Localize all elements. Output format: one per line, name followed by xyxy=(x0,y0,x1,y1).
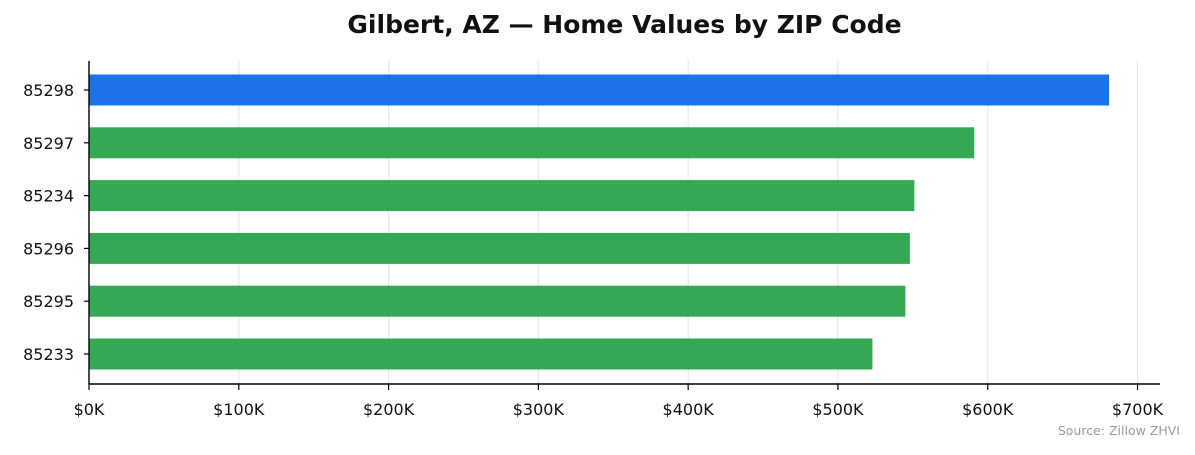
x-tick-label-6: $600K xyxy=(962,400,1014,419)
bar-85296 xyxy=(89,232,910,264)
y-tick-label-85297: 85297 xyxy=(23,134,74,153)
bar-85233 xyxy=(89,338,873,370)
x-tick-label-3: $300K xyxy=(513,400,565,419)
bar-85297 xyxy=(89,127,975,159)
chart-title: Gilbert, AZ — Home Values by ZIP Code xyxy=(347,10,902,39)
bar-85295 xyxy=(89,285,906,317)
x-tick-label-1: $100K xyxy=(213,400,265,419)
bar-85298 xyxy=(89,74,1110,106)
x-tick-label-2: $200K xyxy=(363,400,415,419)
axes: 85298 85297 85234 85296 85295 85233 $0K $100K $2… xyxy=(23,61,1164,419)
y-tick-label-85295: 85295 xyxy=(23,292,74,311)
x-tick-label-0: $0K xyxy=(74,400,105,419)
y-tick-label-85233: 85233 xyxy=(23,345,74,364)
bars xyxy=(89,74,1110,370)
y-tick-label-85234: 85234 xyxy=(23,187,74,206)
x-tick-label-4: $400K xyxy=(663,400,715,419)
x-tick-label-7: $700K xyxy=(1112,400,1164,419)
y-tick-label-85296: 85296 xyxy=(23,239,74,258)
gridlines xyxy=(238,61,1139,384)
x-tick-label-5: $500K xyxy=(812,400,864,419)
bar-85234 xyxy=(89,180,915,212)
y-tick-label-85298: 85298 xyxy=(23,81,74,100)
source-note: Source: Zillow ZHVI xyxy=(1057,423,1180,438)
